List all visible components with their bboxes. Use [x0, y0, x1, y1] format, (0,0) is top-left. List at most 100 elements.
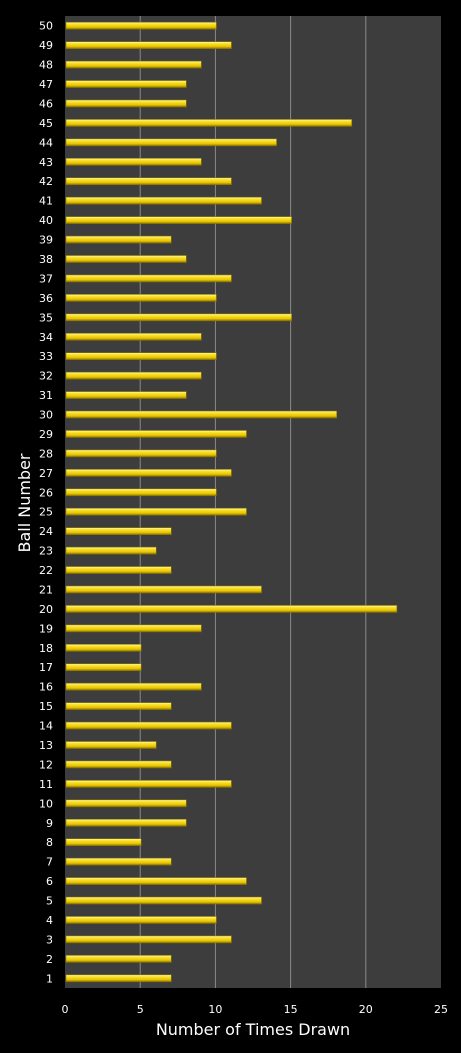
bar — [65, 566, 172, 574]
bar — [65, 974, 172, 983]
y-tick-label: 35 — [39, 311, 53, 324]
bar — [65, 410, 338, 419]
y-tick-label: 15 — [39, 700, 53, 713]
y-tick-label: 3 — [46, 933, 53, 946]
y-tick-label: 31 — [39, 389, 53, 402]
y-tick-label: 40 — [39, 214, 53, 227]
y-tick-label: 24 — [39, 525, 53, 538]
bar — [65, 605, 398, 613]
bar — [65, 332, 202, 341]
bar — [65, 955, 172, 963]
y-tick-label: 36 — [39, 292, 53, 305]
y-tick-label: 4 — [46, 914, 53, 927]
y-tick-label: 46 — [39, 97, 53, 110]
y-tick-label: 19 — [39, 622, 53, 635]
bar — [65, 507, 247, 516]
y-tick-label: 43 — [39, 156, 53, 169]
bar — [65, 760, 172, 769]
bar — [65, 216, 292, 224]
bar — [65, 158, 202, 166]
y-tick-label: 50 — [39, 20, 53, 33]
bar — [65, 818, 187, 827]
bar — [65, 99, 187, 108]
y-tick-label: 16 — [39, 681, 53, 694]
y-axis-title: Ball Number — [15, 453, 34, 552]
bar — [65, 255, 187, 263]
y-tick-label: 27 — [39, 467, 53, 480]
y-tick-label: 6 — [46, 875, 53, 888]
y-tick-label: 21 — [39, 583, 53, 596]
bar — [65, 682, 202, 691]
y-tick-label: 45 — [39, 117, 53, 130]
y-tick-label: 12 — [39, 758, 53, 771]
bar — [65, 352, 217, 361]
bar — [65, 721, 232, 730]
y-tick-label: 18 — [39, 642, 53, 655]
bar — [65, 371, 202, 380]
y-tick-label: 49 — [39, 39, 53, 52]
bar — [65, 60, 202, 69]
y-tick-label: 28 — [39, 447, 53, 460]
y-tick-label: 13 — [39, 739, 53, 752]
bar — [65, 624, 202, 633]
bar — [65, 294, 217, 302]
y-tick-label: 10 — [39, 797, 53, 810]
x-tick-label: 10 — [208, 1003, 222, 1016]
bar — [65, 80, 187, 88]
bar — [65, 449, 217, 458]
y-tick-label: 11 — [39, 778, 53, 791]
y-tick-label: 34 — [39, 331, 53, 344]
y-tick-label: 20 — [39, 603, 53, 616]
y-tick-label: 7 — [46, 856, 53, 869]
y-tick-label: 47 — [39, 78, 53, 91]
y-tick-label: 48 — [39, 59, 53, 72]
y-tick-label: 39 — [39, 234, 53, 247]
y-tick-label: 26 — [39, 486, 53, 499]
y-tick-label: 23 — [39, 545, 53, 558]
x-tick-label: 5 — [137, 1003, 144, 1016]
bar — [65, 896, 262, 905]
bar — [65, 138, 277, 147]
y-tick-label: 29 — [39, 428, 53, 441]
bar — [65, 313, 292, 322]
y-tick-label: 30 — [39, 409, 53, 422]
bar — [65, 916, 217, 924]
y-tick-label: 42 — [39, 175, 53, 188]
bar — [65, 799, 187, 808]
x-tick-labels: 0 5 10 15 20 25 — [62, 1003, 449, 1016]
bar — [65, 430, 247, 438]
bar — [65, 838, 142, 847]
bar — [65, 196, 262, 205]
x-axis-title: Number of Times Drawn — [156, 1020, 350, 1039]
bar — [65, 274, 232, 283]
y-tick-labels: 1234567891011121314151617181920212223242… — [39, 20, 53, 986]
bar — [65, 663, 142, 672]
bar — [65, 41, 232, 49]
x-tick-label: 0 — [62, 1003, 69, 1016]
y-tick-label: 22 — [39, 564, 53, 577]
bar — [65, 780, 232, 788]
bar — [65, 21, 217, 30]
x-tick-label: 25 — [434, 1003, 448, 1016]
y-tick-label: 2 — [46, 953, 53, 966]
y-tick-label: 9 — [46, 817, 53, 830]
y-tick-label: 8 — [46, 836, 53, 849]
y-tick-label: 32 — [39, 370, 53, 383]
bar — [65, 119, 353, 127]
bar — [65, 488, 217, 497]
bar — [65, 935, 232, 944]
bar — [65, 391, 187, 399]
bar — [65, 527, 172, 535]
bar — [65, 702, 172, 710]
y-tick-label: 17 — [39, 661, 53, 674]
y-tick-label: 44 — [39, 136, 53, 149]
x-tick-label: 15 — [284, 1003, 298, 1016]
y-tick-label: 1 — [46, 972, 53, 985]
bar — [65, 469, 232, 477]
y-tick-label: 14 — [39, 720, 53, 733]
bar — [65, 177, 232, 186]
y-tick-label: 5 — [46, 895, 53, 908]
x-tick-label: 20 — [359, 1003, 373, 1016]
bar — [65, 235, 172, 244]
